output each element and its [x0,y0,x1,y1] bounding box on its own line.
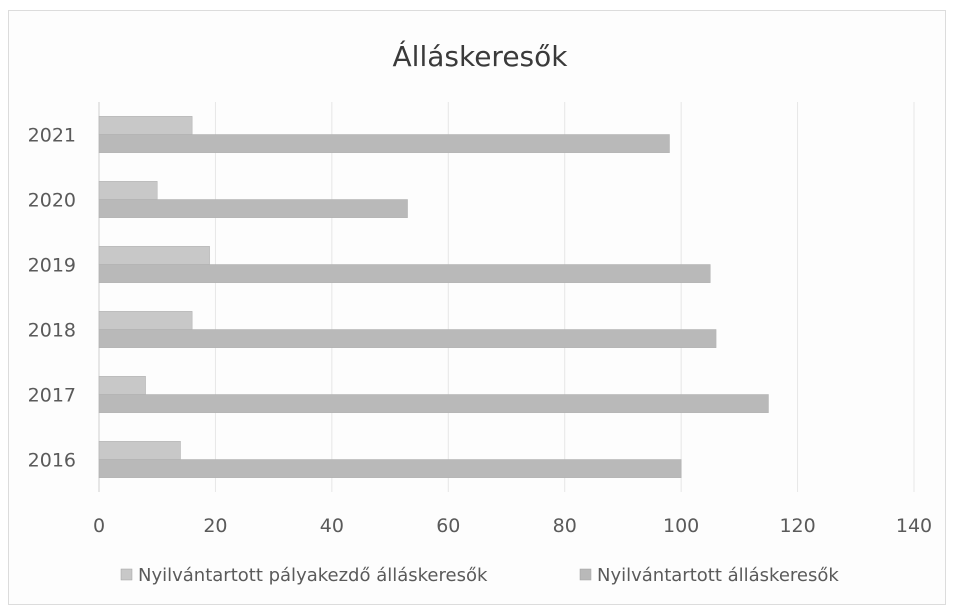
bar-allaskeresok-2018 [98,329,717,348]
bar-allaskeresok-2019 [98,264,711,283]
y-tick-label: 2021 [28,125,76,147]
x-tick-label: 120 [779,515,815,537]
bar-allaskeresok-2020 [98,199,408,218]
chart-title: Álláskeresők [393,39,569,73]
legend-swatch [579,568,592,581]
y-tick-label: 2018 [28,320,76,342]
y-axis-labels: 2016 2017 2018 2019 2020 2021 [28,125,76,472]
x-tick-label: 140 [896,515,932,537]
y-tick-label: 2017 [28,385,76,407]
grid-lines [98,102,915,492]
legend-label: Nyilvántartott álláskeresők [597,565,839,586]
bar-allaskeresok-2017 [98,394,769,413]
bar-palyakezdo-2019 [98,246,210,265]
bar-palyakezdo-2020 [98,181,158,200]
y-tick-label: 2016 [28,450,76,472]
legend-label: Nyilvántartott pályakezdő álláskeresők [138,565,488,586]
x-tick-label: 60 [436,515,460,537]
y-tick-label: 2020 [28,190,76,212]
chart-frame [8,10,946,605]
x-tick-label: 100 [663,515,699,537]
bar-allaskeresok-2016 [98,459,682,478]
legend-swatch [120,568,133,581]
x-axis-labels: 0 20 40 60 80 100 120 140 [93,515,932,537]
bars [98,116,769,478]
x-tick-label: 20 [203,515,227,537]
x-tick-label: 0 [93,515,105,537]
bar-palyakezdo-2016 [98,441,181,460]
bar-palyakezdo-2021 [98,116,193,135]
legend: Nyilvántartott pályakezdő álláskeresők Ny… [120,565,839,586]
bar-palyakezdo-2017 [98,376,146,395]
bar-palyakezdo-2018 [98,311,193,330]
x-tick-label: 80 [553,515,577,537]
y-tick-label: 2019 [28,255,76,277]
x-tick-label: 40 [320,515,344,537]
bar-allaskeresok-2021 [98,134,670,153]
